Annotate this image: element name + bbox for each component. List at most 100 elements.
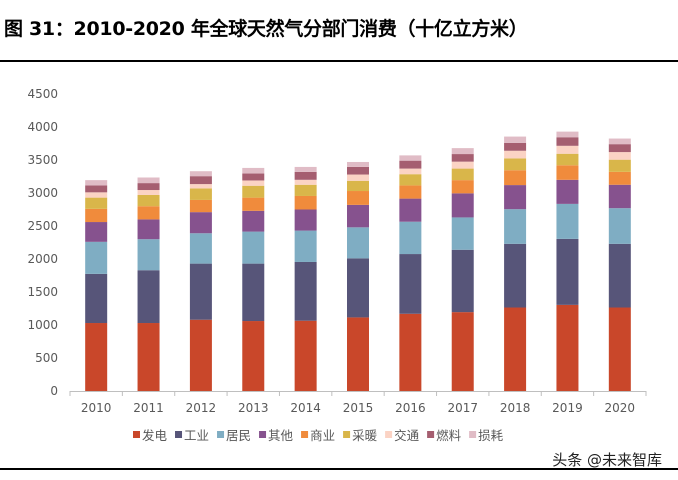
watermark: 头条 @未来智库 bbox=[552, 451, 662, 469]
bar-segment-2014-3 bbox=[294, 209, 317, 231]
bar-segment-2016-1 bbox=[399, 254, 422, 314]
bar-segment-2020-3 bbox=[608, 184, 631, 209]
bar-segment-2014-0 bbox=[294, 320, 317, 391]
bar-segment-2020-8 bbox=[608, 138, 631, 145]
bar-segment-2015-4 bbox=[347, 191, 369, 205]
bar-segment-2011-5 bbox=[137, 194, 160, 207]
bar-segment-2019-8 bbox=[556, 131, 579, 138]
bar-segment-2015-1 bbox=[347, 258, 369, 318]
bar-segment-2011-3 bbox=[137, 219, 160, 240]
legend-swatch-8 bbox=[469, 431, 477, 438]
bar-segment-2018-3 bbox=[504, 185, 527, 210]
y-tick-label: 3500 bbox=[27, 153, 58, 167]
bar-segment-2016-0 bbox=[399, 313, 422, 391]
x-tick-label: 2014 bbox=[290, 401, 321, 415]
bar-segment-2017-2 bbox=[451, 217, 474, 250]
bar-segment-2010-4 bbox=[85, 208, 108, 223]
bar-segment-2016-7 bbox=[399, 160, 422, 169]
chart-title: 图 31：2010-2020 年全球天然气分部门消费（十亿立方米） bbox=[4, 18, 528, 40]
bar-segment-2017-4 bbox=[451, 180, 474, 194]
y-tick-label: 3000 bbox=[27, 186, 58, 200]
bar-segment-2020-1 bbox=[608, 243, 631, 308]
x-tick-label: 2016 bbox=[395, 401, 426, 415]
bar-segment-2014-7 bbox=[294, 171, 317, 180]
x-tick-label: 2012 bbox=[186, 401, 217, 415]
y-tick-label: 4000 bbox=[27, 120, 58, 134]
y-tick-label: 2000 bbox=[27, 252, 58, 266]
bar-segment-2013-7 bbox=[242, 173, 265, 181]
bar-segment-2010-2 bbox=[85, 241, 108, 274]
bar-segment-2017-8 bbox=[451, 148, 474, 155]
x-tick-label: 2019 bbox=[552, 401, 583, 415]
bar-segment-2015-3 bbox=[347, 204, 369, 228]
bar-segment-2011-8 bbox=[137, 177, 160, 184]
bar-segment-2019-2 bbox=[556, 203, 579, 239]
bar-segment-2012-3 bbox=[189, 212, 212, 234]
bar-segment-2011-4 bbox=[137, 206, 160, 220]
bar-segment-2016-3 bbox=[399, 198, 422, 222]
bar-segment-2013-0 bbox=[242, 321, 265, 391]
bar-segment-2015-2 bbox=[347, 227, 369, 259]
legend-label: 商业 bbox=[310, 428, 335, 443]
bar-segment-2013-4 bbox=[242, 197, 265, 211]
bar-segment-2014-1 bbox=[294, 261, 317, 321]
bar-segment-2020-4 bbox=[608, 171, 631, 185]
bar-segment-2016-4 bbox=[399, 185, 422, 199]
bar-segment-2013-5 bbox=[242, 185, 265, 198]
legend-swatch-5 bbox=[343, 431, 351, 438]
legend-swatch-1 bbox=[175, 431, 183, 438]
footer-divider bbox=[0, 468, 678, 470]
bar-segment-2017-1 bbox=[451, 249, 474, 313]
legend-label: 居民 bbox=[226, 428, 251, 443]
bar-segment-2012-4 bbox=[189, 199, 212, 213]
y-tick-label: 1500 bbox=[27, 285, 58, 299]
bar-segment-2019-5 bbox=[556, 153, 579, 166]
legend-swatch-2 bbox=[217, 431, 225, 438]
bar-segment-2016-8 bbox=[399, 155, 422, 161]
bar-segment-2014-8 bbox=[294, 166, 317, 172]
bar-segment-2020-2 bbox=[608, 208, 631, 244]
bar-segment-2019-7 bbox=[556, 137, 579, 146]
bar-segment-2010-8 bbox=[85, 180, 108, 186]
bar-segment-2018-5 bbox=[504, 158, 527, 171]
legend-swatch-6 bbox=[385, 431, 393, 438]
bar-segment-2013-8 bbox=[242, 167, 265, 174]
bar-segment-2020-6 bbox=[608, 152, 631, 160]
bar-segment-2012-0 bbox=[189, 319, 212, 391]
bar-segment-2019-0 bbox=[556, 304, 579, 391]
x-tick-label: 2015 bbox=[343, 401, 374, 415]
bar-segment-2011-0 bbox=[137, 323, 160, 391]
bar-segment-2019-1 bbox=[556, 238, 579, 305]
bar-segment-2016-5 bbox=[399, 174, 422, 186]
bar-segment-2012-1 bbox=[189, 263, 212, 320]
bar-segment-2018-1 bbox=[504, 243, 527, 308]
y-tick-label: 4500 bbox=[27, 87, 58, 101]
bar-segment-2018-0 bbox=[504, 307, 527, 391]
x-tick-label: 2013 bbox=[238, 401, 269, 415]
y-tick-label: 1000 bbox=[27, 318, 58, 332]
bar-segment-2019-6 bbox=[556, 145, 579, 154]
legend-label: 燃料 bbox=[436, 428, 462, 443]
bar-segment-2017-0 bbox=[451, 312, 474, 391]
bar-segment-2014-6 bbox=[294, 179, 317, 185]
legend-label: 损耗 bbox=[478, 428, 504, 443]
y-tick-label: 0 bbox=[50, 384, 58, 398]
bar-segment-2017-5 bbox=[451, 168, 474, 181]
bar-segment-2012-5 bbox=[189, 188, 212, 200]
legend-label: 工业 bbox=[184, 428, 209, 443]
x-tick-label: 2017 bbox=[447, 401, 478, 415]
bar-segment-2020-0 bbox=[608, 307, 631, 391]
bar-segment-2015-5 bbox=[347, 180, 369, 192]
bar-segment-2011-7 bbox=[137, 183, 160, 191]
bar-segment-2015-0 bbox=[347, 317, 369, 391]
bar-segment-2019-3 bbox=[556, 179, 579, 204]
bar-segment-2011-2 bbox=[137, 239, 160, 271]
bar-segment-2015-8 bbox=[347, 161, 369, 167]
legend-label: 发电 bbox=[142, 428, 168, 443]
legend-label: 采暖 bbox=[352, 428, 378, 443]
y-tick-label: 500 bbox=[35, 351, 58, 365]
legend-swatch-4 bbox=[301, 431, 309, 438]
bar-segment-2012-6 bbox=[189, 184, 212, 189]
bar-segment-2012-2 bbox=[189, 233, 212, 264]
y-tick-label: 2500 bbox=[27, 219, 58, 233]
